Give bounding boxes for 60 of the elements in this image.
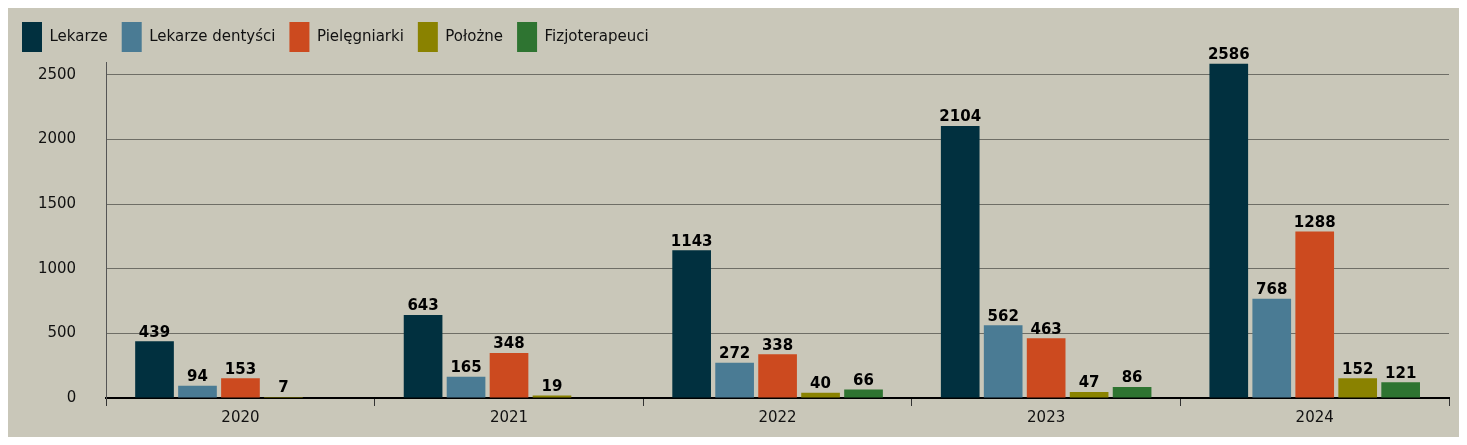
bar <box>801 392 840 398</box>
data-label: 40 <box>810 374 831 393</box>
bar <box>1112 386 1152 398</box>
legend-label: Lekarze <box>49 26 108 45</box>
data-label: 121 <box>1385 363 1417 382</box>
data-label: 7 <box>278 378 289 397</box>
data-label: 66 <box>853 370 874 389</box>
bar <box>1209 63 1249 398</box>
bar <box>1069 391 1109 398</box>
legend-label: Położne <box>445 26 504 45</box>
bar <box>672 250 711 398</box>
bar <box>1338 378 1378 398</box>
data-label: 768 <box>1256 280 1288 299</box>
data-label: 463 <box>1030 319 1062 338</box>
data-label: 2104 <box>939 107 982 126</box>
bar <box>758 354 797 398</box>
bar <box>446 376 486 398</box>
data-label: 153 <box>224 359 257 378</box>
legend-label: Lekarze dentyści <box>149 26 276 45</box>
bar <box>178 385 217 398</box>
data-label: 338 <box>761 335 794 354</box>
data-label: 1143 <box>670 231 713 250</box>
bar <box>715 362 754 398</box>
bar <box>221 378 260 398</box>
data-label: 152 <box>1342 359 1374 378</box>
y-tick-label: 1500 <box>37 194 77 213</box>
data-label: 86 <box>1121 368 1143 387</box>
bar <box>1026 338 1066 398</box>
bar <box>1381 382 1420 398</box>
data-label: 348 <box>493 334 525 353</box>
data-label: 562 <box>987 306 1019 325</box>
data-label: 272 <box>718 344 751 363</box>
data-label: 47 <box>1078 373 1100 392</box>
y-tick-label: 0 <box>66 387 77 406</box>
y-tick-label: 2500 <box>37 64 77 83</box>
x-tick-label: 2023 <box>1027 407 1066 426</box>
y-tick-label: 1000 <box>37 258 77 277</box>
x-tick-label: 2024 <box>1295 407 1334 426</box>
data-label: 2586 <box>1207 45 1250 64</box>
data-label: 19 <box>541 376 563 395</box>
data-label: 165 <box>450 358 482 377</box>
data-label: 643 <box>407 296 439 315</box>
data-label: 439 <box>138 322 171 341</box>
bar <box>403 314 443 398</box>
bar <box>940 126 980 398</box>
bar <box>1252 298 1292 398</box>
bar <box>983 325 1023 398</box>
bar <box>1295 231 1335 398</box>
y-tick-label: 500 <box>47 323 77 342</box>
bar <box>135 341 174 398</box>
data-label: 1288 <box>1293 212 1336 231</box>
bar <box>489 353 529 398</box>
legend-label: Fizjoterapeuci <box>544 26 649 45</box>
y-tick-label: 2000 <box>37 129 77 148</box>
legend-label: Pielęgniarki <box>316 26 404 45</box>
x-tick-label: 2021 <box>489 407 529 426</box>
x-tick-label: 2022 <box>758 407 797 426</box>
bar <box>844 389 883 398</box>
data-label: 94 <box>187 367 208 386</box>
x-tick-label: 2020 <box>221 407 260 426</box>
